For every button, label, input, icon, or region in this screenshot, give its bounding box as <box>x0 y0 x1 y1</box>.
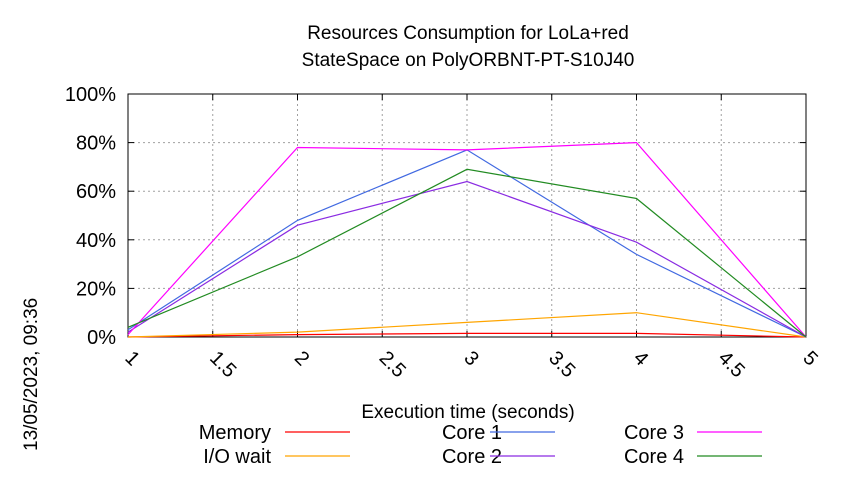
grid-lines <box>128 94 806 337</box>
y-tick-label: 80% <box>76 133 116 155</box>
y-tick-label: 100% <box>65 84 116 106</box>
x-tick-label: 1.5 <box>205 347 240 382</box>
x-tick-label: 4.5 <box>714 347 749 382</box>
timestamp-label: 13/05/2023, 09:36 <box>21 298 42 451</box>
series-line-core-1 <box>127 149 807 338</box>
x-tick-label: 1 <box>120 347 143 370</box>
y-tick-label: 40% <box>76 230 116 252</box>
series-line-core-3 <box>127 141 807 338</box>
legend-label: Memory <box>199 422 271 444</box>
series-lines <box>127 141 807 338</box>
x-tick-label: 2 <box>290 347 313 370</box>
x-tick-label: 3.5 <box>544 347 579 382</box>
y-tick-label: 60% <box>76 181 116 203</box>
y-tick-label: 20% <box>76 278 116 300</box>
legend-label: Core 3 <box>624 422 684 444</box>
series-line-core-4 <box>127 168 807 338</box>
legend-label: Core 2 <box>442 446 502 468</box>
chart-title: Resources Consumption for LoLa+red <box>307 23 629 44</box>
x-axis-label: Execution time (seconds) <box>361 402 574 423</box>
chart-subtitle: StateSpace on PolyORBNT-PT-S10J40 <box>302 50 635 71</box>
x-tick-label: 5 <box>798 347 821 370</box>
legend-label: I/O wait <box>203 446 271 468</box>
x-tick-label: 3 <box>459 347 482 370</box>
legend-label: Core 4 <box>624 446 684 468</box>
x-tick-label: 2.5 <box>375 347 410 382</box>
legend-label: Core 1 <box>442 422 502 444</box>
y-tick-label: 0% <box>87 327 116 349</box>
series-line-i-o-wait <box>127 312 807 338</box>
series-line-core-2 <box>127 180 807 338</box>
x-tick-label: 4 <box>629 347 652 370</box>
series-line-memory <box>127 332 807 338</box>
